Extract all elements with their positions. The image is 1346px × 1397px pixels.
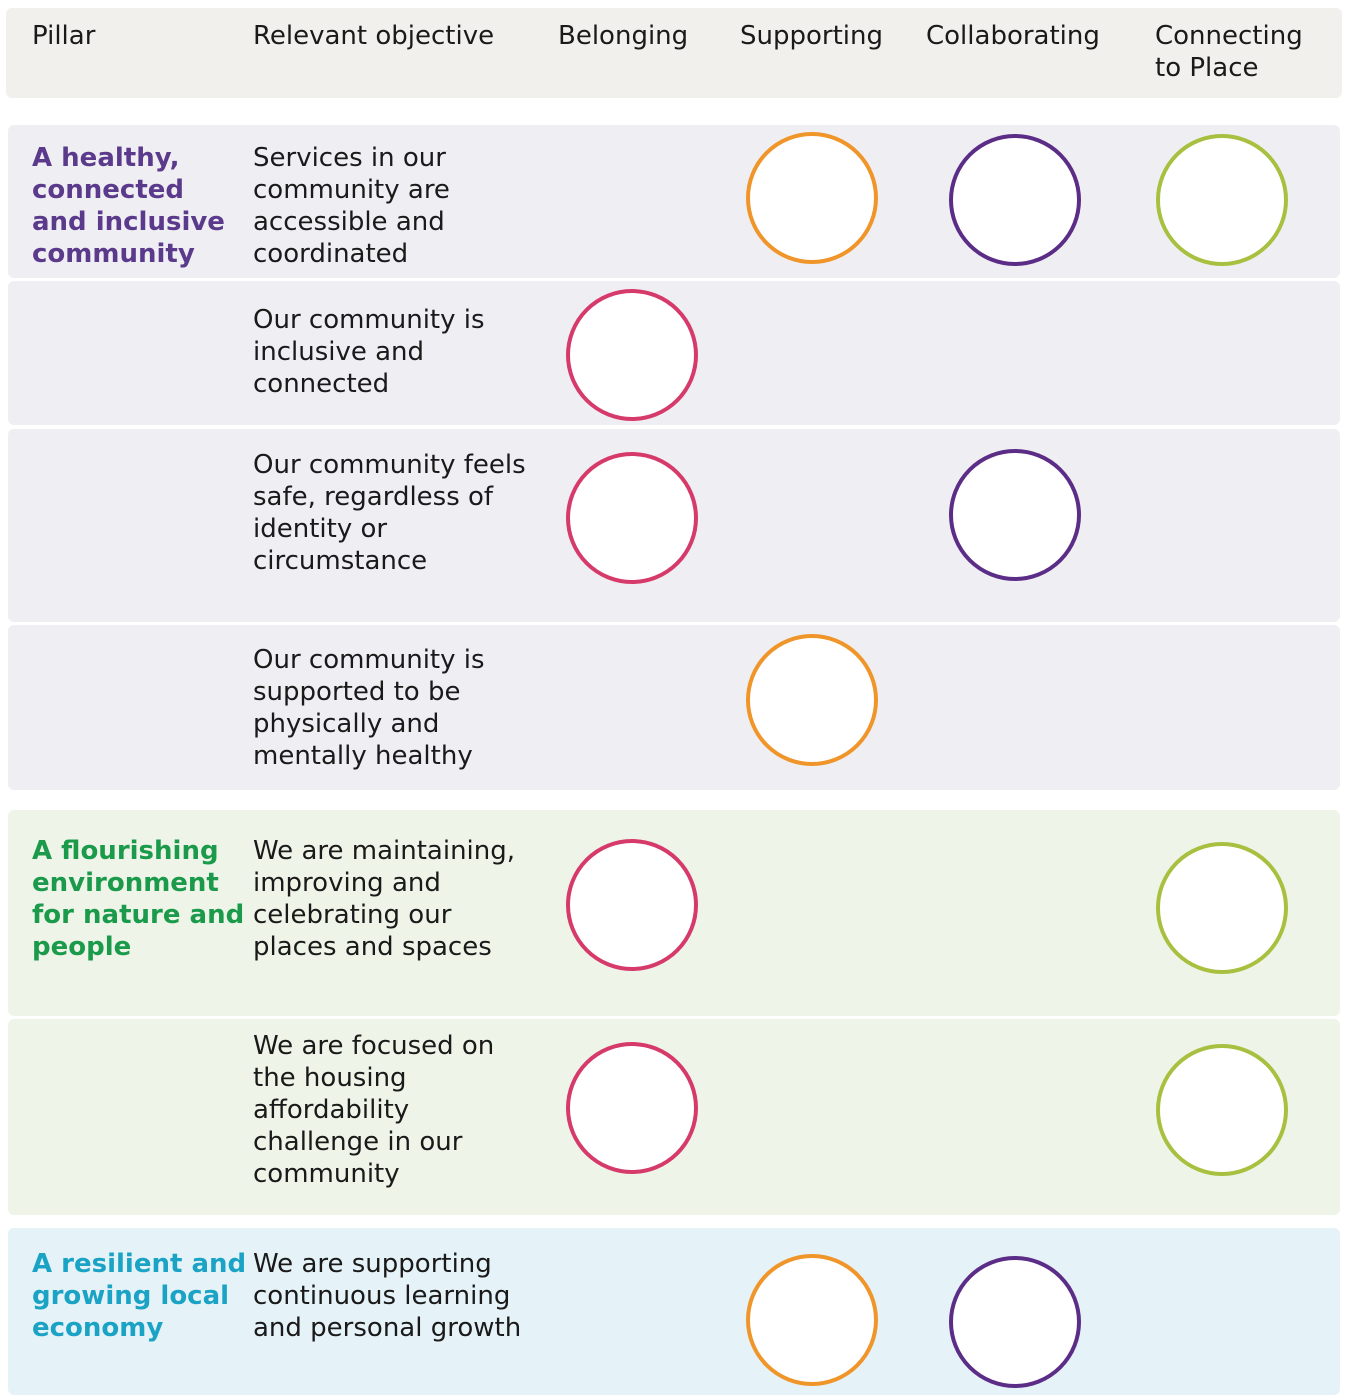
collaborating-icon <box>949 449 1081 581</box>
row-band <box>8 1228 1340 1395</box>
header-band <box>6 8 1342 98</box>
collaborating-icon <box>949 134 1081 266</box>
objective: Services in our community are accessible… <box>253 143 450 269</box>
objective: Our community is supported to be physica… <box>253 645 485 771</box>
objective: We are supporting continuous learning an… <box>253 1249 522 1343</box>
icon-set <box>566 132 1288 1388</box>
connecting-icon <box>1156 134 1288 266</box>
column-header: Belonging <box>558 21 689 51</box>
belonging-icon <box>566 839 698 971</box>
supporting-icon <box>746 634 878 766</box>
belonging-icon <box>566 289 698 421</box>
objective: Our community is inclusive and connected <box>253 305 485 399</box>
objective: We are maintaining, improving and celebr… <box>253 836 516 962</box>
row-band <box>8 625 1340 790</box>
connecting-icon <box>1156 842 1288 974</box>
column-header: Relevant objective <box>253 21 495 51</box>
pillar: A flourishing environment for nature and… <box>32 836 245 962</box>
column-header: Supporting <box>740 21 883 51</box>
belonging-icon <box>566 452 698 584</box>
belonging-icon <box>566 1042 698 1174</box>
column-header: Pillar <box>32 21 96 51</box>
supporting-icon <box>746 1254 878 1386</box>
connecting-icon <box>1156 1044 1288 1176</box>
objective: We are focused on the housing affordabil… <box>253 1031 495 1189</box>
pillar: A resilient and growing local economy <box>32 1249 247 1343</box>
pillar: A healthy, connected and inclusive commu… <box>32 143 225 269</box>
collaborating-icon <box>949 1256 1081 1388</box>
supporting-icon <box>746 132 878 264</box>
column-header: Collaborating <box>926 21 1100 51</box>
objective: Our community feels safe, regardless of … <box>253 450 526 576</box>
row-band <box>8 125 1340 278</box>
column-header: Connecting to Place <box>1155 21 1303 83</box>
